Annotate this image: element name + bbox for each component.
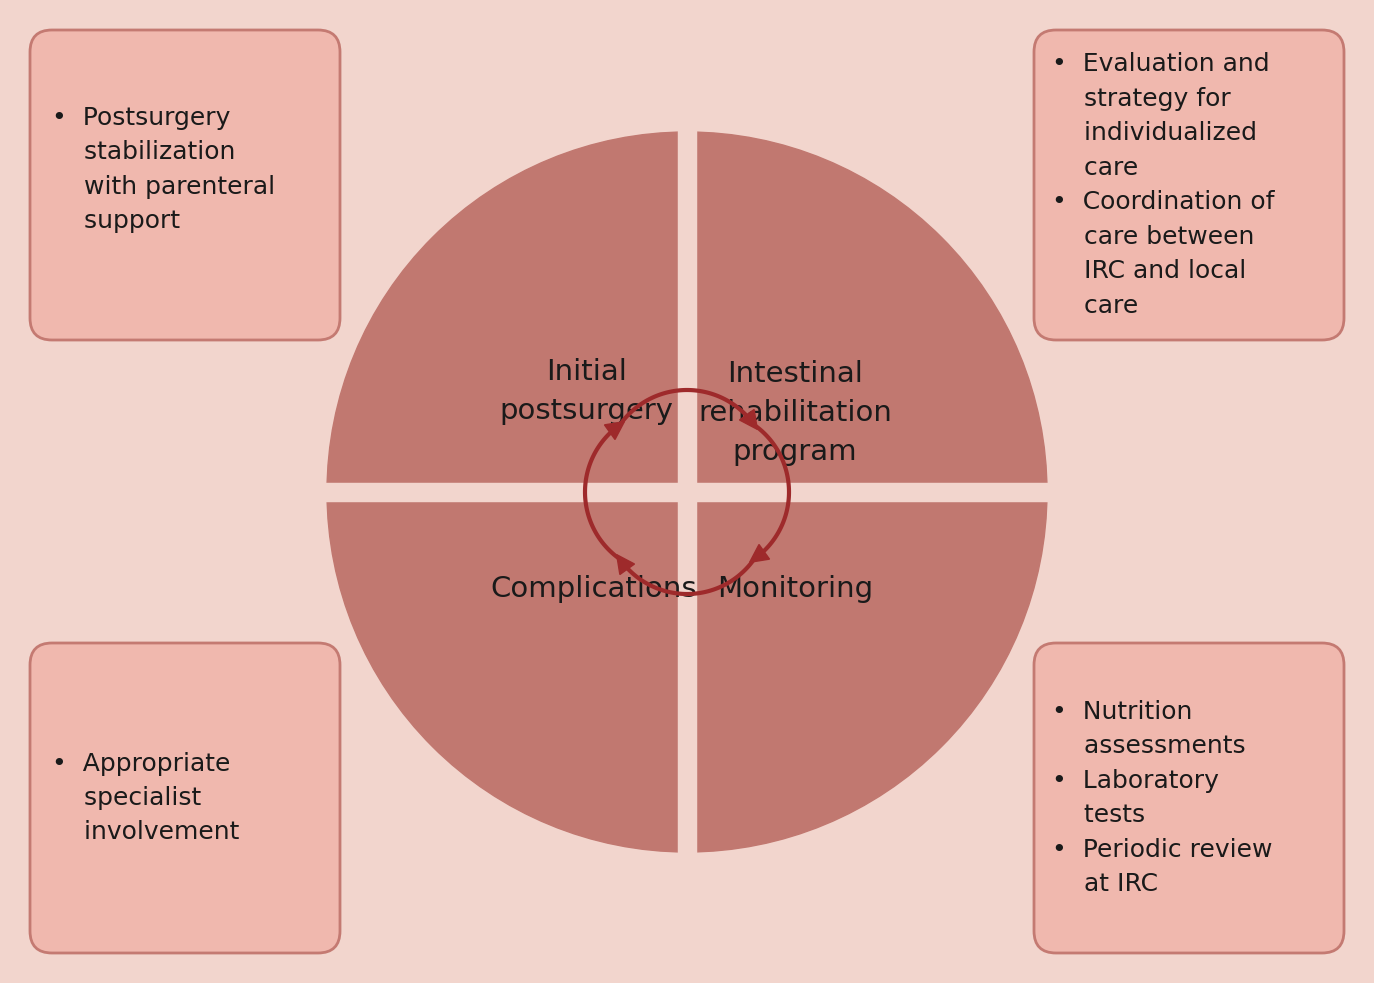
Circle shape [327, 132, 1047, 852]
Text: •  Nutrition
    assessments
•  Laboratory
    tests
•  Periodic review
    at I: • Nutrition assessments • Laboratory tes… [1052, 700, 1272, 896]
FancyBboxPatch shape [30, 643, 339, 953]
Text: •  Appropriate
    specialist
    involvement: • Appropriate specialist involvement [52, 752, 239, 844]
Polygon shape [739, 410, 757, 430]
FancyBboxPatch shape [1035, 643, 1344, 953]
Text: Complications: Complications [491, 575, 697, 604]
Text: •  Postsurgery
    stabilization
    with parenteral
    support: • Postsurgery stabilization with parente… [52, 106, 275, 233]
Polygon shape [617, 554, 635, 574]
Polygon shape [750, 545, 769, 562]
Text: Initial
postsurgery: Initial postsurgery [499, 358, 673, 425]
Text: Monitoring: Monitoring [717, 575, 872, 604]
Text: Intestinal
rehabilitation
program: Intestinal rehabilitation program [698, 360, 892, 466]
Text: •  Evaluation and
    strategy for
    individualized
    care
•  Coordination o: • Evaluation and strategy for individual… [1052, 52, 1275, 318]
FancyBboxPatch shape [30, 30, 339, 340]
FancyBboxPatch shape [1035, 30, 1344, 340]
Polygon shape [605, 422, 624, 439]
